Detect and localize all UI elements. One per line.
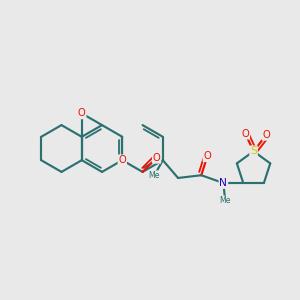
Text: O: O [203,151,211,161]
Text: O: O [153,153,160,163]
Text: O: O [118,155,126,165]
Text: Me: Me [148,171,160,180]
Text: O: O [262,130,270,140]
Text: N: N [219,178,227,188]
Text: S: S [250,146,257,156]
Text: O: O [242,129,249,139]
Text: Me: Me [219,196,231,205]
Text: O: O [78,108,85,118]
